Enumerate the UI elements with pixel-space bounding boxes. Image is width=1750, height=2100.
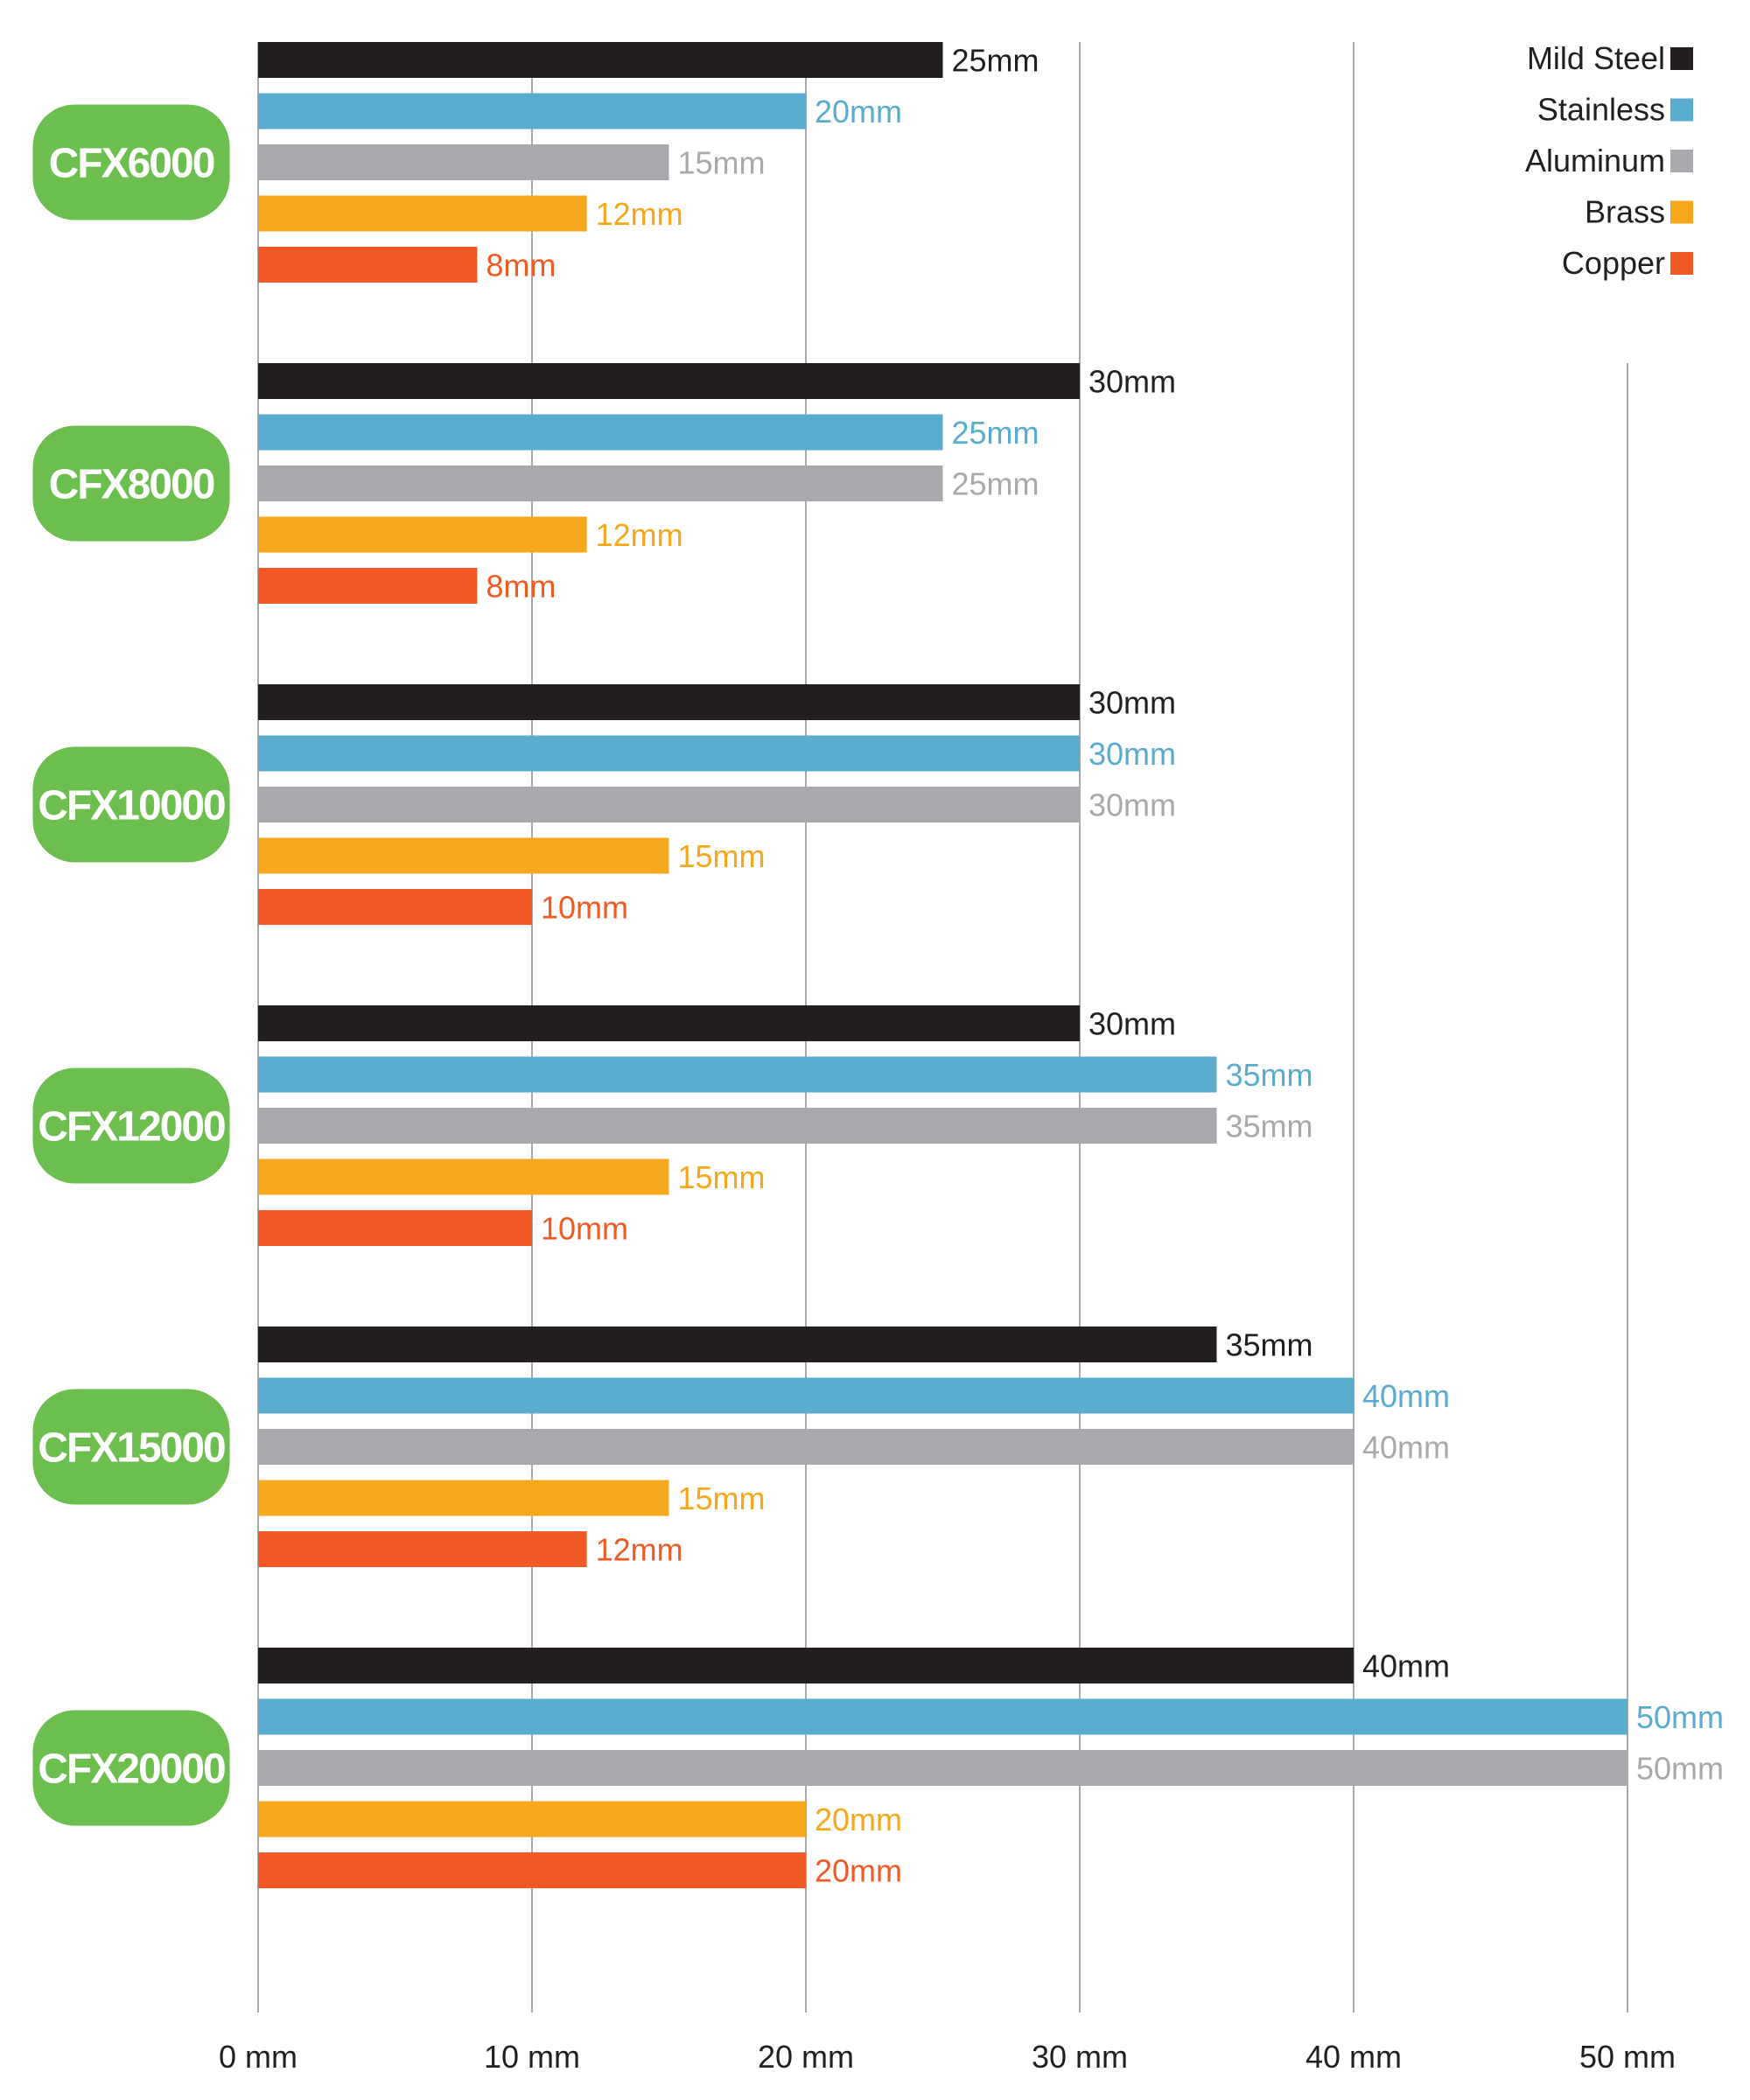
x-tick-label: 10 mm xyxy=(484,2039,580,2075)
x-tick-label: 40 mm xyxy=(1306,2039,1402,2075)
bar-CFX8000-mild-steel xyxy=(258,363,1080,399)
category-badges: CFX6000 CFX8000 CFX10000 CFX12000 CFX15000 CF… xyxy=(32,104,230,1826)
bar-CFX20000-stainless xyxy=(258,1698,1628,1735)
bar-CFX8000-brass xyxy=(258,516,587,553)
legend-label: Stainless xyxy=(1537,92,1665,128)
bar-CFX20000-brass xyxy=(258,1801,806,1838)
value-label: 12mm xyxy=(596,517,683,553)
value-label: 25mm xyxy=(952,43,1040,79)
category-badge xyxy=(32,425,230,542)
legend-label: Mild Steel xyxy=(1527,40,1665,76)
legend-label: Aluminum xyxy=(1525,143,1665,178)
value-label: 30mm xyxy=(1088,788,1176,823)
bar-CFX6000-aluminum xyxy=(258,144,669,180)
value-label: 12mm xyxy=(596,196,683,232)
bar-CFX15000-aluminum xyxy=(258,1429,1354,1465)
category-badge xyxy=(32,1710,230,1826)
value-label: 50mm xyxy=(1636,1699,1724,1735)
bar-CFX15000-brass xyxy=(258,1480,669,1516)
bar-CFX15000-stainless xyxy=(258,1377,1354,1414)
value-label: 20mm xyxy=(815,1802,902,1838)
legend-swatch-aluminum xyxy=(1670,150,1693,172)
bar-CFX10000-aluminum xyxy=(258,787,1080,822)
value-label: 35mm xyxy=(1226,1327,1313,1363)
bar-CFX10000-mild-steel xyxy=(258,684,1080,720)
bar-CFX15000-mild-steel xyxy=(258,1326,1217,1362)
value-label: 40mm xyxy=(1362,1648,1450,1684)
value-label: 8mm xyxy=(486,248,556,284)
bar-CFX12000-aluminum xyxy=(258,1108,1217,1144)
category-label: CFX10000 xyxy=(38,783,225,830)
category-label: CFX12000 xyxy=(38,1104,225,1151)
bar-CFX6000-brass xyxy=(258,195,587,232)
category-badge xyxy=(32,746,230,863)
bar-CFX20000-aluminum xyxy=(258,1750,1628,1786)
value-label: 20mm xyxy=(815,94,902,130)
x-tick-label: 0 mm xyxy=(219,2039,298,2075)
value-label: 10mm xyxy=(541,890,628,926)
value-label: 25mm xyxy=(952,415,1040,451)
legend: Mild Steel Stainless Aluminum Brass Copper xyxy=(1525,40,1693,281)
value-label: 20mm xyxy=(815,1853,902,1889)
bar-CFX10000-brass xyxy=(258,837,669,874)
value-label: 15mm xyxy=(678,1480,766,1516)
legend-swatch-copper xyxy=(1670,252,1693,275)
category-badge xyxy=(32,1389,230,1505)
bar-CFX20000-copper xyxy=(258,1852,806,1888)
legend-swatch-stainless xyxy=(1670,98,1693,122)
bar-CFX15000-copper xyxy=(258,1531,587,1567)
legend-swatch-mild-steel xyxy=(1670,47,1693,70)
legend-swatch-brass xyxy=(1670,200,1693,224)
value-label: 50mm xyxy=(1636,1751,1724,1787)
value-label: 40mm xyxy=(1362,1430,1450,1466)
bar-CFX8000-aluminum xyxy=(258,466,943,501)
category-badge xyxy=(32,1068,230,1184)
bar-CFX6000-mild-steel xyxy=(258,42,943,78)
bar-CFX12000-copper xyxy=(258,1210,532,1246)
category-label: CFX20000 xyxy=(38,1746,225,1793)
value-label: 35mm xyxy=(1226,1109,1313,1144)
value-label: 30mm xyxy=(1088,364,1176,400)
x-tick-label: 50 mm xyxy=(1579,2039,1676,2075)
bar-CFX6000-copper xyxy=(258,247,478,283)
value-label: 15mm xyxy=(678,1159,766,1195)
value-label: 30mm xyxy=(1088,685,1176,721)
x-tick-label: 30 mm xyxy=(1032,2039,1128,2075)
value-label: 15mm xyxy=(678,145,766,181)
bar-CFX10000-stainless xyxy=(258,735,1080,772)
value-label: 8mm xyxy=(486,569,556,605)
bar-CFX12000-brass xyxy=(258,1158,669,1195)
value-label: 30mm xyxy=(1088,736,1176,772)
value-label: 35mm xyxy=(1226,1057,1313,1093)
category-badge xyxy=(32,104,230,220)
value-label: 40mm xyxy=(1362,1378,1450,1414)
bar-CFX10000-copper xyxy=(258,889,532,925)
category-label: CFX8000 xyxy=(49,462,214,508)
bar-CFX8000-copper xyxy=(258,568,478,604)
bar-CFX12000-stainless xyxy=(258,1056,1217,1093)
value-label: 25mm xyxy=(952,466,1040,502)
value-label: 15mm xyxy=(678,838,766,874)
value-label: 12mm xyxy=(596,1532,683,1568)
bar-CFX20000-mild-steel xyxy=(258,1648,1354,1684)
legend-label: Copper xyxy=(1562,245,1665,281)
value-label: 30mm xyxy=(1088,1006,1176,1042)
bar-CFX8000-stainless xyxy=(258,414,943,451)
category-label: CFX15000 xyxy=(38,1425,225,1472)
legend-label: Brass xyxy=(1585,194,1665,230)
bar-CFX12000-mild-steel xyxy=(258,1005,1080,1041)
x-tick-label: 20 mm xyxy=(758,2039,854,2075)
x-axis-ticks: 0 mm 10 mm 20 mm 30 mm 40 mm 50 mm xyxy=(219,2039,1676,2075)
category-label: CFX6000 xyxy=(49,141,214,187)
value-label: 10mm xyxy=(541,1211,628,1247)
bars-layer: 25mm 20mm 15mm 12mm 8mm 30mm 25mm 25mm 12mm 8mm 30… xyxy=(258,42,1724,1889)
bar-CFX6000-stainless xyxy=(258,93,806,130)
